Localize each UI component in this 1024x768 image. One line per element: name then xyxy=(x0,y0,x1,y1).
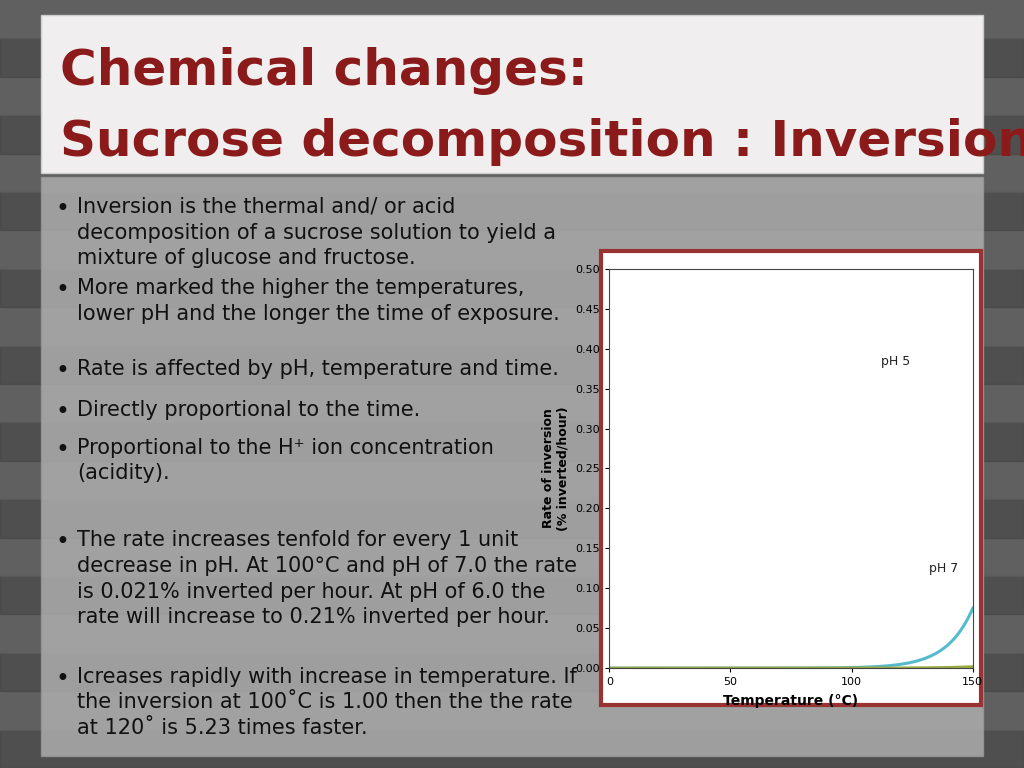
Text: pH 7: pH 7 xyxy=(929,562,958,575)
Text: Rate is affected by pH, temperature and time.: Rate is affected by pH, temperature and … xyxy=(77,359,559,379)
X-axis label: Temperature (°C): Temperature (°C) xyxy=(724,694,858,708)
Bar xyxy=(0,691,1024,730)
Text: Proportional to the H⁺ ion concentration
(acidity).: Proportional to the H⁺ ion concentration… xyxy=(77,438,494,483)
Text: More marked the higher the temperatures,
lower pH and the longer the time of exp: More marked the higher the temperatures,… xyxy=(77,278,559,324)
Bar xyxy=(0,269,1024,307)
Text: pH 5: pH 5 xyxy=(881,355,910,368)
Text: The rate increases tenfold for every 1 unit
decrease in pH. At 100°C and pH of 7: The rate increases tenfold for every 1 u… xyxy=(77,531,577,627)
Bar xyxy=(0,115,1024,154)
Text: •: • xyxy=(55,278,69,302)
Bar xyxy=(0,0,1024,38)
Text: Directly proportional to the time.: Directly proportional to the time. xyxy=(77,400,420,420)
Bar xyxy=(0,384,1024,422)
Bar xyxy=(0,230,1024,269)
Bar xyxy=(0,576,1024,614)
Bar xyxy=(0,192,1024,230)
Bar xyxy=(0,307,1024,346)
Text: Chemical changes:: Chemical changes: xyxy=(59,47,588,94)
Text: •: • xyxy=(55,400,69,424)
Text: Icreases rapidly with increase in temperature. If
the inversion at 100˚C is 1.00: Icreases rapidly with increase in temper… xyxy=(77,667,577,738)
Text: Inversion is the thermal and/ or acid
decomposition of a sucrose solution to yie: Inversion is the thermal and/ or acid de… xyxy=(77,197,556,268)
Bar xyxy=(0,499,1024,538)
Bar xyxy=(0,346,1024,384)
Text: Sucrose decomposition : Inversion: Sucrose decomposition : Inversion xyxy=(59,118,1024,166)
Y-axis label: Rate of inversion
(% inverted/hour): Rate of inversion (% inverted/hour) xyxy=(542,406,570,531)
Bar xyxy=(0,461,1024,499)
Bar xyxy=(0,653,1024,691)
Text: •: • xyxy=(55,438,69,462)
Bar xyxy=(0,38,1024,77)
Bar xyxy=(0,614,1024,653)
Bar xyxy=(0,730,1024,768)
Bar xyxy=(0,538,1024,576)
Bar xyxy=(0,77,1024,115)
Text: •: • xyxy=(55,359,69,383)
Bar xyxy=(0,422,1024,461)
Text: •: • xyxy=(55,197,69,221)
Bar xyxy=(0,154,1024,192)
Text: •: • xyxy=(55,531,69,554)
Text: •: • xyxy=(55,667,69,690)
